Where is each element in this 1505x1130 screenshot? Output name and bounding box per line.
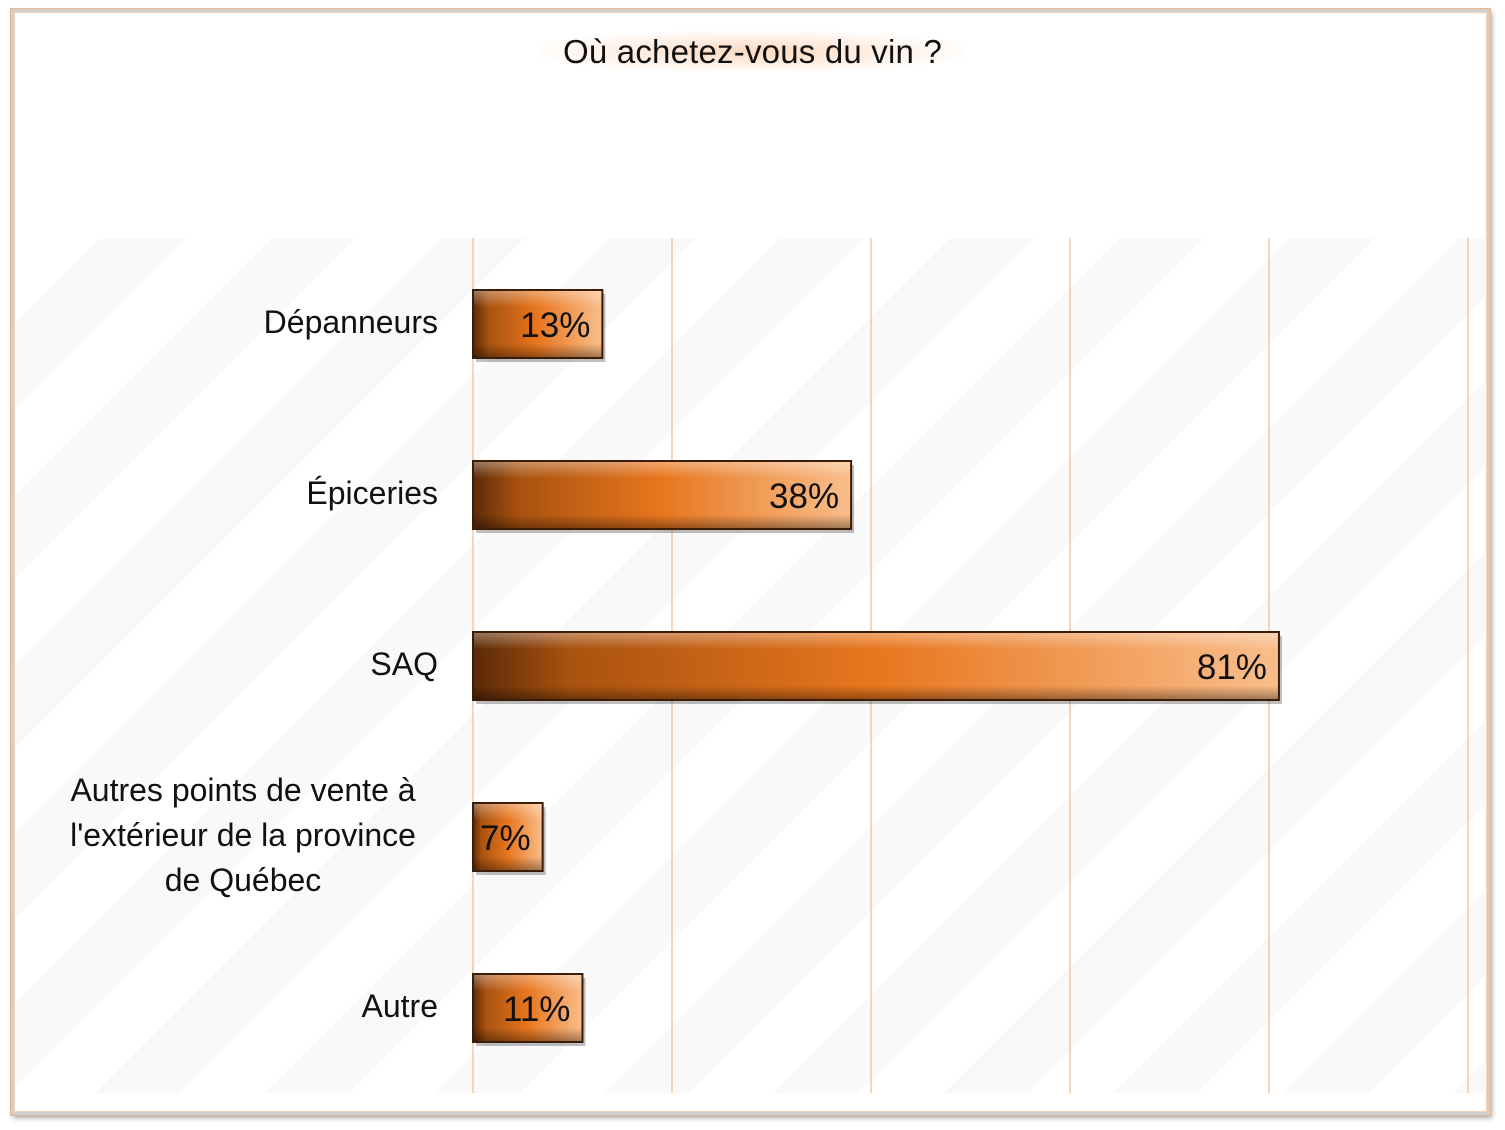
bar-1: 13%	[472, 289, 606, 362]
category-label-line: Autre	[361, 987, 438, 1024]
category-label: Autre	[18, 984, 438, 1029]
category-label: SAQ	[18, 642, 438, 687]
chart-title-text: Où achetez-vous du vin ?	[540, 31, 964, 72]
category-label-line: l'extérieur de la province	[70, 816, 416, 853]
bar-2: 38%	[472, 460, 855, 533]
bar-bevel	[474, 804, 542, 870]
category-label: Autres points de vente à l'extérieur de l…	[48, 768, 438, 903]
data-label: 81%	[1197, 648, 1267, 687]
data-label: 38%	[769, 477, 839, 516]
data-label: 7%	[480, 819, 531, 858]
bar-5: 11%	[472, 973, 586, 1046]
category-label-line: Épiceries	[306, 474, 438, 511]
bar-3: 81%	[472, 631, 1282, 704]
category-label-line: Autres points de vente à	[70, 771, 416, 808]
category-label: Épiceries	[18, 471, 438, 516]
data-label: 11%	[503, 990, 570, 1029]
chart-title: Où achetez-vous du vin ?	[0, 31, 1505, 72]
data-label: 13%	[520, 306, 590, 345]
category-label-line: Dépanneurs	[263, 303, 438, 340]
bar-bevel	[474, 975, 582, 1041]
bar-bevel	[474, 462, 851, 528]
category-label-line: SAQ	[370, 645, 438, 682]
bar-bevel	[474, 633, 1278, 699]
category-label-line: de Québec	[164, 861, 322, 898]
bar-4: 7%	[472, 802, 546, 875]
category-label: Dépanneurs	[18, 300, 438, 345]
bar-bevel	[474, 291, 602, 357]
